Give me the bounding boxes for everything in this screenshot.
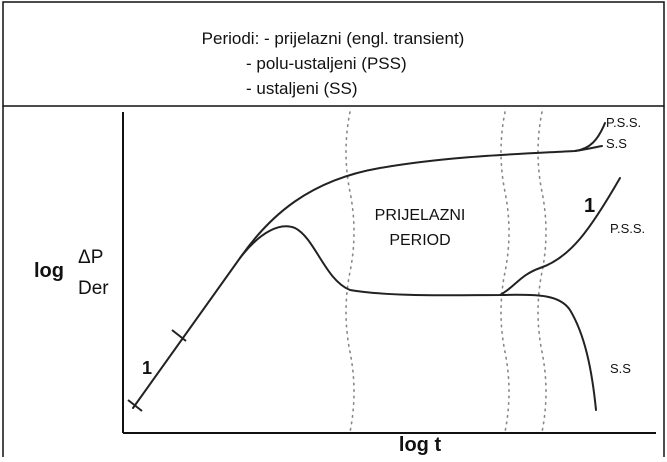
tick-mark [127, 399, 143, 412]
header-line: - ustaljeni (SS) [246, 79, 357, 98]
curve-label: S.S [606, 136, 627, 151]
y-axis-label: log [34, 260, 64, 282]
derivative-curve-ss [499, 293, 597, 411]
slope-label: 1 [584, 195, 595, 217]
slope-label: 1 [142, 358, 152, 378]
tick-mark [171, 329, 187, 342]
header-line: Periodi: - prijelazni (engl. transient) [202, 29, 465, 48]
period-divider [537, 111, 547, 433]
pressure-curve [132, 122, 606, 409]
x-axis-label: log t [399, 434, 442, 456]
period-divider [345, 111, 355, 433]
curve-label: P.S.S. [606, 115, 641, 130]
region-label: PERIOD [389, 232, 450, 249]
curve-label: P.S.S. [610, 221, 645, 236]
y-axis-label: ΔP [78, 247, 103, 268]
period-divider [500, 111, 510, 433]
pressure-curve-ss [574, 145, 603, 152]
header-box [2, 1, 665, 107]
region-label: PRIJELAZNI [375, 207, 466, 224]
derivative-curve [239, 177, 621, 297]
curve-label: S.S [610, 361, 631, 376]
header-line: - polu-ustaljeni (PSS) [246, 54, 407, 73]
y-axis-label: Der [78, 278, 109, 299]
